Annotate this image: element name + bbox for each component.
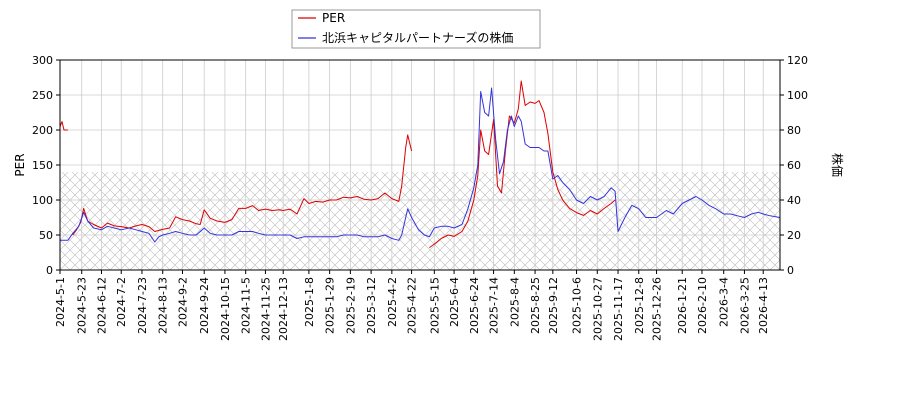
x-tick-label: 2024-5-1	[54, 277, 67, 327]
right-tick-label: 20	[787, 229, 801, 242]
x-tick-label: 2024-7-2	[115, 277, 128, 327]
x-tick-label: 2026-3-25	[738, 277, 751, 334]
left-axis-title: PER	[13, 153, 27, 176]
x-tick-label: 2025-9-12	[547, 277, 560, 334]
legend-label-price: 北浜キャピタルパートナーズの株価	[322, 30, 513, 45]
legend-label-per: PER	[322, 11, 345, 25]
legend: PER 北浜キャピタルパートナーズの株価	[291, 9, 541, 49]
x-tick-label: 2025-12-8	[633, 277, 646, 334]
x-tick-label: 2025-3-12	[365, 277, 378, 334]
left-tick-label: 250	[32, 89, 53, 102]
right-axis-title: 株価	[830, 153, 845, 177]
right-tick-label: 0	[787, 264, 794, 277]
x-tick-label: 2025-2-19	[344, 277, 357, 334]
x-tick-label: 2025-8-4	[508, 277, 521, 327]
x-tick-label: 2024-5-23	[76, 277, 89, 334]
x-tick-label: 2024-8-13	[157, 277, 170, 334]
x-tick-label: 2025-1-29	[324, 277, 337, 334]
x-tick-label: 2024-9-2	[176, 277, 189, 327]
x-tick-label: 2026-3-4	[718, 277, 731, 327]
x-tick-label: 2026-2-10	[696, 277, 709, 334]
series-line-per	[60, 80, 616, 249]
left-tick-label: 0	[46, 264, 53, 277]
grid-lines	[59, 59, 780, 271]
x-tick-label: 2025-6-24	[468, 277, 481, 334]
right-tick-label: 40	[787, 194, 801, 207]
left-tick-label: 200	[32, 124, 53, 137]
x-tick-label: 2025-1-8	[303, 277, 316, 327]
x-tick-label: 2025-4-2	[386, 277, 399, 327]
right-tick-label: 100	[787, 89, 808, 102]
x-tick-label: 2025-11-17	[612, 277, 625, 341]
x-tick-label: 2025-6-4	[448, 277, 461, 327]
x-tick-label: 2024-6-12	[95, 277, 108, 334]
right-tick-label: 120	[787, 54, 808, 67]
x-tick-label: 2024-11-25	[259, 277, 272, 341]
x-tick-label: 2026-1-21	[676, 277, 689, 334]
left-tick-label: 100	[32, 194, 53, 207]
x-tick-label: 2026-4-13	[757, 277, 770, 334]
x-tick-label: 2024-9-24	[198, 277, 211, 334]
x-tick-label: 2024-10-15	[219, 277, 232, 341]
x-tick-label: 2025-4-22	[406, 277, 419, 334]
x-tick-label: 2024-7-23	[136, 277, 149, 334]
x-tick-label: 2025-8-25	[529, 277, 542, 334]
legend-box	[291, 9, 541, 49]
right-tick-label: 60	[787, 159, 801, 172]
x-tick-label: 2025-12-26	[651, 277, 664, 341]
series-layer	[60, 80, 780, 249]
x-axis: 2024-5-1 2024-5-23 2024-6-12 2024-7-2 2024-7…	[54, 270, 770, 341]
left-tick-label: 300	[32, 54, 53, 67]
x-tick-label: 2025-7-14	[488, 277, 501, 334]
series-line-price	[60, 87, 780, 243]
x-tick-label: 2025-10-27	[591, 277, 604, 341]
right-tick-label: 80	[787, 124, 801, 137]
x-tick-label: 2024-11-5	[240, 277, 253, 334]
left-axis: 0 50 100 150 200 250 300	[32, 54, 60, 277]
left-tick-label: 50	[39, 229, 53, 242]
x-tick-label: 2025-10-6	[571, 277, 584, 334]
x-tick-label: 2025-5-15	[428, 277, 441, 334]
right-axis: 0 20 40 60 80 100 120	[780, 54, 808, 277]
left-tick-label: 150	[32, 159, 53, 172]
per-reference-band	[60, 172, 780, 270]
x-tick-label: 2024-12-13	[277, 277, 290, 341]
